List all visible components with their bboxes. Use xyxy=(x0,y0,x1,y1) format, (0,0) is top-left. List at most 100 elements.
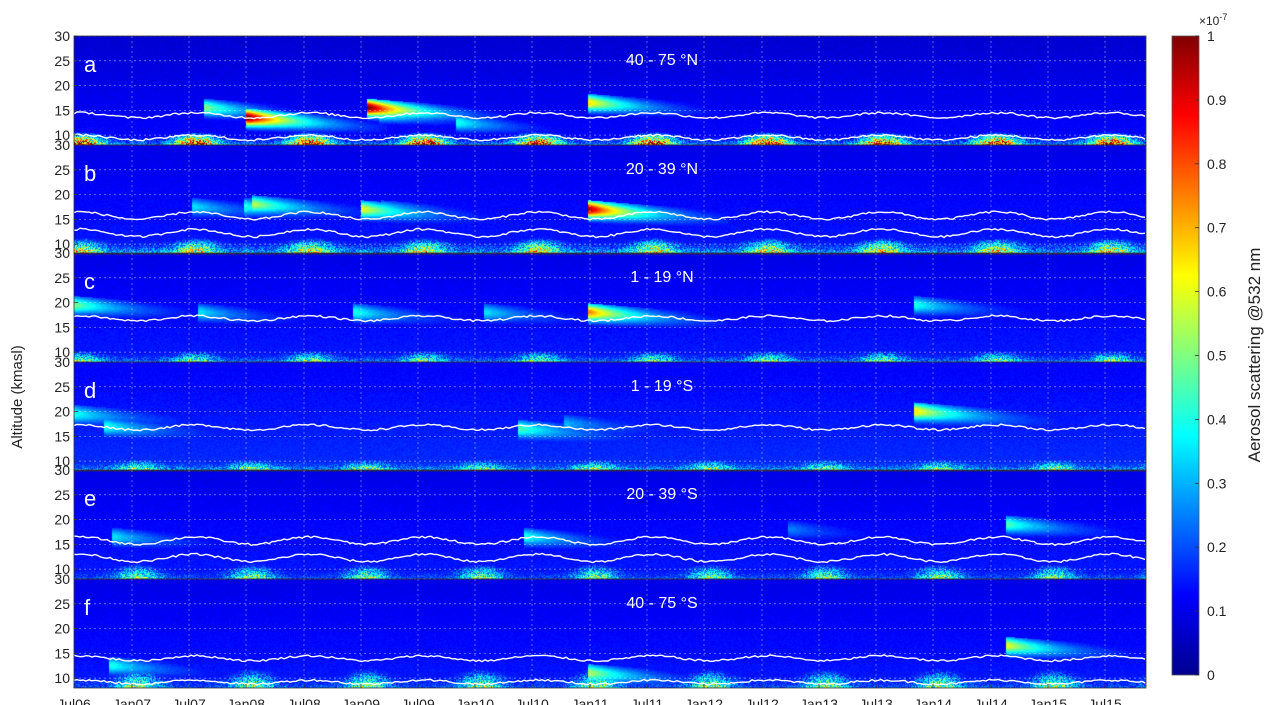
colorbar-label: Aerosol scattering @532 nm xyxy=(1245,248,1264,463)
panel-frame-f xyxy=(73,578,1147,689)
panel-c: 10 15 20 25 30 c 1 - 19 °N xyxy=(54,245,1147,363)
y-tick-label: 20 xyxy=(54,512,70,528)
panel-title: 20 - 39 °S xyxy=(626,486,697,503)
y-tick-label: 25 xyxy=(54,379,70,395)
x-tick-label: Jan12 xyxy=(685,696,723,705)
y-tick-label: 25 xyxy=(54,162,70,178)
panel-title: 20 - 39 °N xyxy=(626,161,698,178)
y-tick-label: 20 xyxy=(54,621,70,637)
colorbar-tick-label: 0.5 xyxy=(1207,348,1227,364)
y-tick-label: 20 xyxy=(54,78,70,94)
colorbar-multiplier-base: ×10 xyxy=(1199,14,1220,28)
y-axis-label: Altitude (kmasl) xyxy=(9,345,26,448)
heatmap-canvas-a xyxy=(74,36,1146,145)
x-tick-label: Jul08 xyxy=(287,696,321,705)
colorbar-tick-label: 0.9 xyxy=(1207,92,1227,108)
colorbar-tick-label: 1 xyxy=(1207,28,1215,44)
tropopause-line-f-1 xyxy=(73,654,1146,663)
x-tick-label: Jul10 xyxy=(515,696,549,705)
colorbar-multiplier-exponent: -7 xyxy=(1219,12,1227,22)
y-tick-label: 25 xyxy=(54,53,70,69)
y-tick-label: 10 xyxy=(54,453,70,469)
tropopause-line-e-1 xyxy=(73,535,1146,547)
panel-d: 10 15 20 25 30 d 1 - 19 °S xyxy=(54,354,1147,472)
panel-frame-e xyxy=(73,469,1147,580)
x-tick-label: Jan14 xyxy=(914,696,952,705)
colorbar-tick-label: 0.1 xyxy=(1207,603,1227,619)
y-tick-label: 15 xyxy=(54,319,70,335)
colorbar-gradient xyxy=(1171,35,1200,676)
x-tick-label: Jul11 xyxy=(631,696,664,705)
x-tick-label: Jul14 xyxy=(974,696,1008,705)
panel-letter: c xyxy=(84,269,95,294)
colorbar-tick-label: 0.3 xyxy=(1207,475,1227,491)
x-tick-label: Jan11 xyxy=(571,696,608,705)
x-tick-label: Jan10 xyxy=(456,696,494,705)
y-tick-label: 10 xyxy=(54,127,70,143)
y-tick-label: 15 xyxy=(54,536,70,552)
panel-title: 1 - 19 °N xyxy=(630,269,693,286)
x-tick-label: Jul13 xyxy=(859,696,893,705)
y-tick-label: 10 xyxy=(54,670,70,686)
grid-b xyxy=(74,144,1146,254)
panel-b: 10 15 20 25 30 b 20 - 39 °N xyxy=(54,137,1147,255)
panel-letter: f xyxy=(84,595,91,620)
panel-title: 40 - 75 °S xyxy=(626,595,697,612)
colorbar-tick-label: 0.2 xyxy=(1207,539,1227,555)
y-tick-label: 15 xyxy=(54,211,70,227)
x-axis: Jul06 Jan07 Jul07 Jan08 Jul08 Jan09 Jul09 Jan10… xyxy=(57,684,1122,705)
x-tick-label: Jan07 xyxy=(113,696,151,705)
y-tick-label: 25 xyxy=(54,487,70,503)
y-tick-label: 30 xyxy=(54,28,70,44)
tropopause-line-b-1 xyxy=(73,210,1146,221)
x-tick-label: Jul12 xyxy=(745,696,779,705)
tropopause-line-a-2 xyxy=(73,133,1146,142)
tropopause-line-c-1 xyxy=(73,314,1146,323)
panel-letter: a xyxy=(84,52,97,77)
panel-frame-c xyxy=(73,252,1147,363)
tropopause-line-e-2 xyxy=(73,552,1146,564)
tropopause-line-b-2 xyxy=(74,227,1146,239)
panels-layer: 10 15 20 25 30 a 40 - 75 °N 10 15 20 25 30 b 20 - 39 … xyxy=(54,28,1147,689)
y-tick-label: 10 xyxy=(54,344,70,360)
panel-title: 1 - 19 °S xyxy=(631,378,693,395)
tropopause-line-f-2 xyxy=(73,678,1146,686)
grid-f xyxy=(74,578,1146,688)
y-tick-label: 20 xyxy=(54,187,70,203)
colorbar-multiplier: ×10-7 xyxy=(1199,12,1227,28)
panel-letter: d xyxy=(84,378,96,403)
y-tick-label: 25 xyxy=(54,270,70,286)
panel-a: 10 15 20 25 30 a 40 - 75 °N xyxy=(54,28,1147,146)
grid-c xyxy=(74,252,1146,362)
y-tick-label: 20 xyxy=(54,404,70,420)
colorbar: 0 0.1 0.2 0.3 0.4 0.5 0.6 0.7 0.8 0.9 1 ×10-7 Aero… xyxy=(1171,12,1264,683)
panel-letter: b xyxy=(84,161,96,186)
colorbar-tick-label: 0.7 xyxy=(1207,220,1227,236)
x-tick-label: Jul07 xyxy=(172,696,206,705)
y-tick-label: 10 xyxy=(54,561,70,577)
x-tick-label: Jan15 xyxy=(1029,696,1067,705)
x-tick-label: Jul15 xyxy=(1088,696,1122,705)
y-tick-label: 10 xyxy=(54,236,70,252)
colorbar-ticks: 0 0.1 0.2 0.3 0.4 0.5 0.6 0.7 0.8 0.9 1 xyxy=(1195,28,1227,683)
grid-e xyxy=(74,469,1146,579)
heatmap-canvas-c xyxy=(74,253,1146,362)
x-tick-label: Jan13 xyxy=(800,696,838,705)
panel-title: 40 - 75 °N xyxy=(626,52,698,69)
tropopause-line-a-1 xyxy=(73,111,1146,120)
grid-d xyxy=(74,361,1146,471)
grid-a xyxy=(74,35,1146,145)
panel-frame-a xyxy=(73,35,1147,146)
heatmap-canvas-f xyxy=(74,579,1146,688)
heatmap-canvas-d xyxy=(74,362,1146,471)
y-tick-label: 20 xyxy=(54,295,70,311)
panel-e: 10 15 20 25 30 e 20 - 39 °S xyxy=(54,462,1147,580)
x-tick-label: Jul06 xyxy=(57,696,91,705)
y-tick-label: 30 xyxy=(54,137,70,153)
panel-frame-d xyxy=(73,361,1147,472)
tropopause-line-d-1 xyxy=(73,423,1146,432)
x-tick-label: Jan09 xyxy=(342,696,380,705)
y-tick-label: 15 xyxy=(54,645,70,661)
